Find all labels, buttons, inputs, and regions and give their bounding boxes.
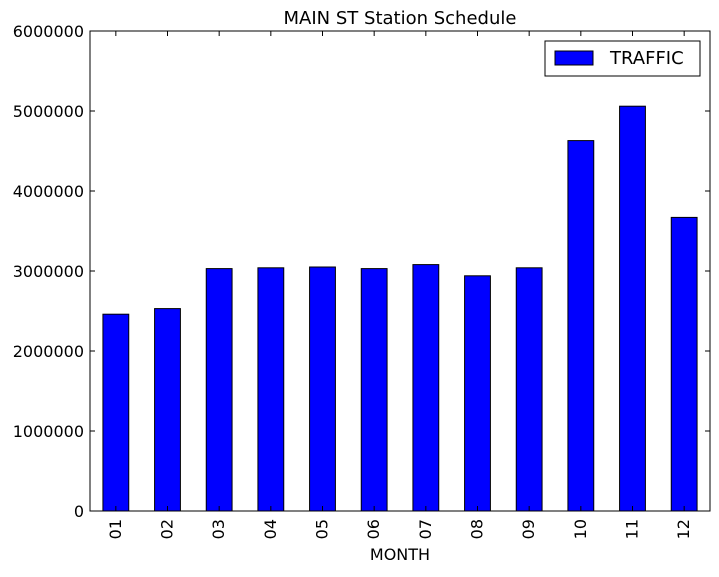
bar-07 [412, 264, 440, 512]
y-tick-label-4: 4000000 [13, 182, 84, 201]
y-tick-label-5: 5000000 [13, 102, 84, 121]
bar-03 [205, 268, 233, 512]
bars-layer [102, 105, 698, 512]
bar-02 [154, 308, 181, 512]
bar-06 [360, 268, 388, 512]
bar-05 [309, 266, 336, 512]
y-tick-label-3: 3000000 [13, 262, 84, 281]
bar-10 [567, 140, 595, 512]
legend-swatch [554, 50, 594, 66]
bar-01 [102, 313, 130, 512]
plot-frame [89, 30, 711, 512]
bar-09 [515, 267, 543, 512]
x-tick-label-06: 06 [364, 519, 383, 539]
x-tick-label-09: 09 [519, 519, 538, 539]
bar-11 [619, 105, 646, 512]
x-tick-label-04: 04 [261, 519, 280, 539]
bar-08 [464, 275, 491, 512]
x-tick-label-05: 05 [313, 519, 332, 539]
x-axis-label: MONTH [370, 545, 430, 564]
legend: TRAFFIC [544, 40, 701, 77]
x-tick-label-08: 08 [468, 519, 487, 539]
chart-title: MAIN ST Station Schedule [284, 8, 517, 29]
x-tick-label-02: 02 [158, 519, 177, 539]
bar-04 [257, 267, 285, 512]
x-tick-label-12: 12 [674, 519, 693, 539]
x-tick-label-07: 07 [416, 519, 435, 539]
y-tick-label-1: 1000000 [13, 422, 84, 441]
y-tick-label-0: 0 [74, 502, 84, 521]
x-tick-label-11: 11 [623, 519, 642, 539]
y-tick-label-6: 6000000 [13, 22, 84, 41]
x-tick-label-03: 03 [209, 519, 228, 539]
ticks-layer: 01 02 03 04 05 06 07 08 09 10 11 12 0 1000000 2000000 3… [13, 22, 710, 539]
bar-12 [670, 216, 698, 512]
y-tick-label-2: 2000000 [13, 342, 84, 361]
x-tick-label-10: 10 [571, 519, 590, 539]
x-tick-label-01: 01 [106, 519, 125, 539]
legend-label-traffic: TRAFFIC [609, 48, 684, 69]
